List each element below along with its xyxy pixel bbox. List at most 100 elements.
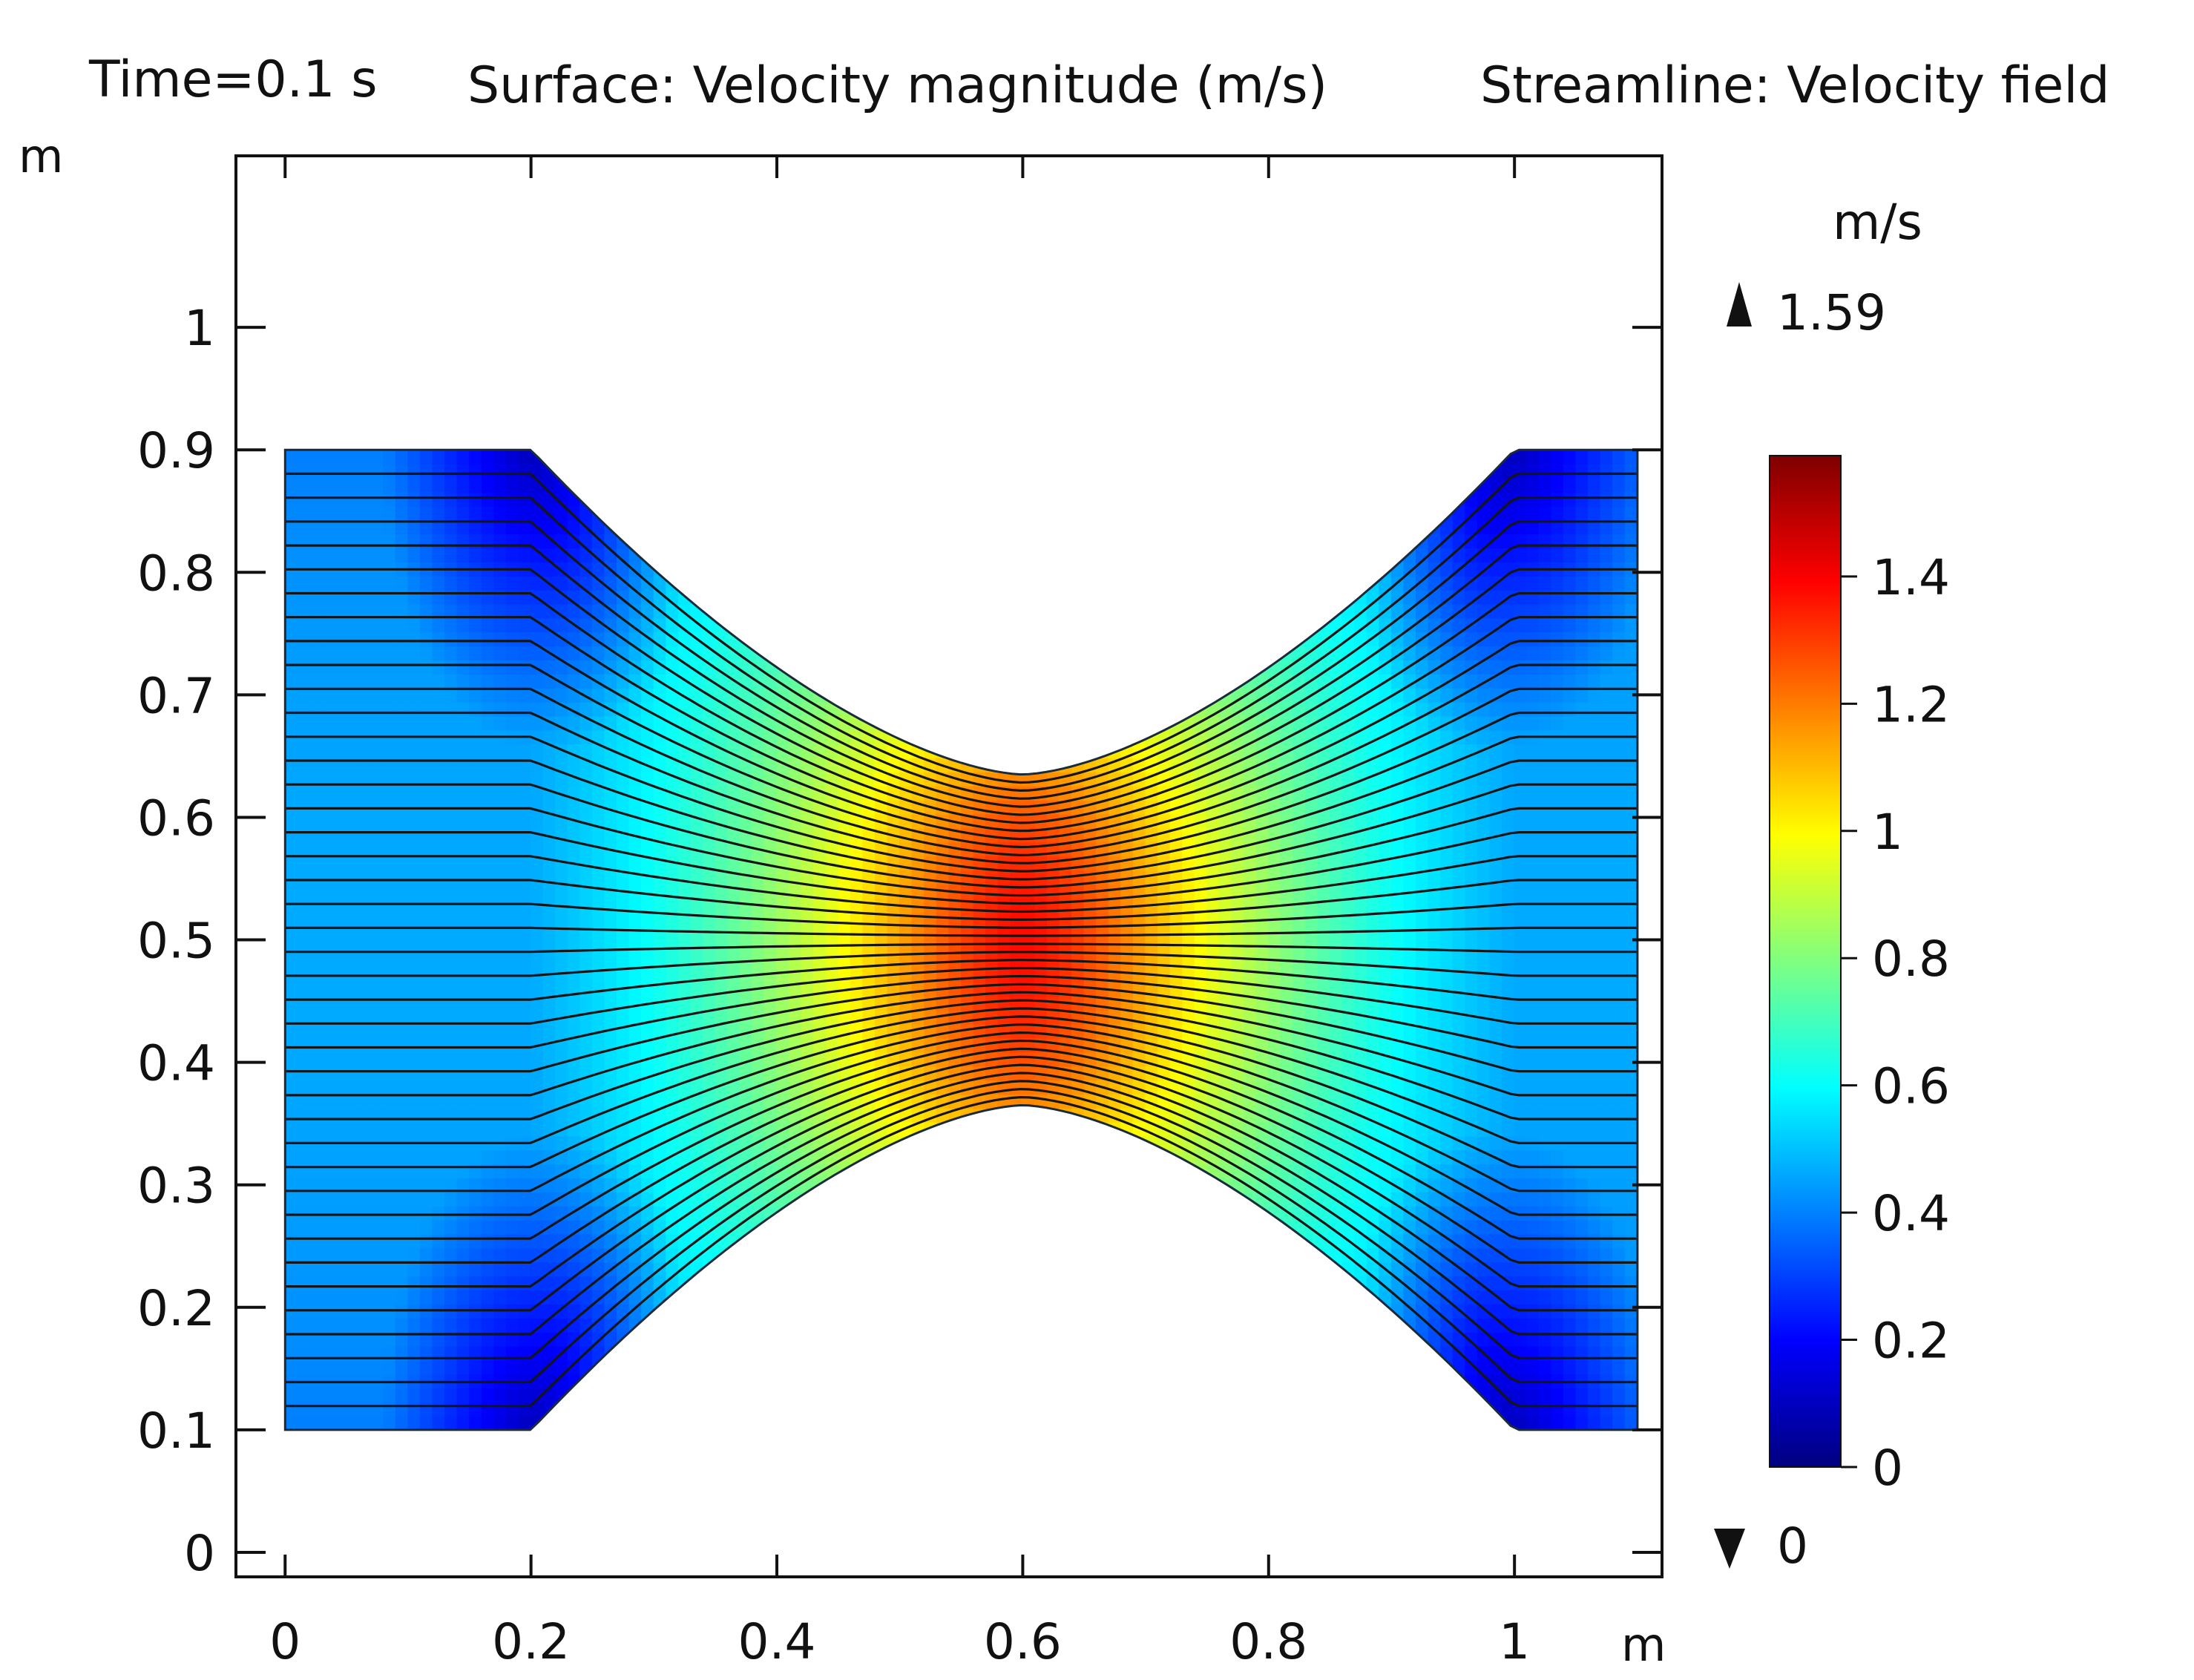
surface-cell (727, 743, 741, 759)
surface-cell (419, 715, 433, 731)
surface-cell (567, 1233, 581, 1249)
surface-cell (334, 715, 347, 731)
surface-cell (469, 1121, 483, 1137)
surface-cell (1354, 813, 1368, 829)
surface-cell (1514, 869, 1528, 885)
surface-cell (1514, 883, 1528, 899)
surface-cell (617, 1065, 630, 1081)
surface-cell (1218, 953, 1232, 969)
surface-cell (1341, 995, 1356, 1011)
surface-cell (591, 1135, 605, 1151)
surface-cell (1317, 729, 1331, 745)
surface-cell (555, 1247, 569, 1263)
surface-cell (1034, 799, 1048, 815)
surface-cell (518, 1121, 532, 1137)
surface-cell (370, 981, 384, 997)
surface-cell (432, 715, 446, 731)
surface-cell (321, 827, 335, 843)
surface-cell (444, 855, 459, 870)
surface-cell (297, 1149, 311, 1165)
surface-cell (395, 463, 409, 479)
surface-cell (346, 547, 360, 562)
surface-cell (407, 1317, 421, 1333)
surface-cell (370, 701, 384, 717)
surface-cell (1182, 967, 1196, 982)
surface-cell (493, 1051, 508, 1067)
surface-cell (334, 1065, 347, 1081)
surface-cell (444, 450, 459, 465)
surface-cell (285, 505, 298, 521)
surface-cell (617, 1303, 630, 1319)
surface-cell (469, 687, 483, 703)
surface-cell (285, 1205, 298, 1221)
surface-cell (1465, 995, 1479, 1011)
surface-cell (358, 1177, 372, 1192)
surface-cell (789, 1051, 802, 1067)
surface-cell (370, 1009, 384, 1025)
surface-cell (1206, 911, 1221, 927)
surface-cell (432, 603, 446, 619)
surface-cell (358, 1387, 372, 1402)
surface-cell (419, 519, 433, 535)
surface-cell (617, 673, 630, 689)
surface-cell (604, 729, 618, 745)
surface-cell (395, 1079, 409, 1095)
surface-cell (432, 841, 446, 857)
surface-cell (407, 673, 421, 689)
surface-cell (801, 1009, 815, 1025)
surface-cell (444, 491, 459, 507)
surface-cell (346, 1261, 360, 1277)
surface-cell (383, 575, 397, 591)
surface-cell (703, 659, 716, 675)
surface-cell (1194, 1037, 1208, 1053)
surface-cell (285, 1401, 298, 1417)
surface-cell (542, 1261, 556, 1277)
surface-cell (1428, 1051, 1442, 1067)
surface-cell (531, 1261, 545, 1277)
surface-cell (309, 869, 323, 885)
surface-cell (444, 995, 459, 1011)
surface-cell (1366, 827, 1380, 843)
surface-cell (481, 911, 495, 927)
surface-cell (604, 575, 618, 591)
surface-cell (579, 1079, 594, 1095)
surface-cell (321, 603, 335, 619)
surface-cell (395, 1247, 409, 1263)
surface-cell (297, 869, 311, 885)
surface-cell (505, 1247, 519, 1263)
surface-cell (297, 1401, 311, 1417)
surface-cell (419, 827, 433, 843)
surface-cell (309, 505, 323, 521)
surface-cell (1428, 911, 1442, 927)
surface-cell (763, 743, 778, 759)
surface-cell (677, 715, 692, 731)
surface-cell (604, 1317, 618, 1333)
surface-cell (334, 1233, 347, 1249)
surface-cell (321, 771, 335, 787)
surface-cell (493, 1149, 508, 1165)
surface-cell (407, 799, 421, 815)
surface-cell (1366, 1247, 1380, 1263)
surface-cell (1489, 1023, 1503, 1039)
surface-cell (518, 785, 532, 801)
surface-cell (493, 1163, 508, 1179)
surface-cell (813, 869, 827, 885)
surface-cell (407, 1219, 421, 1235)
surface-cell (419, 813, 433, 829)
surface-cell (346, 813, 360, 829)
surface-cell (493, 1275, 508, 1291)
surface-cell (1244, 701, 1258, 717)
surface-cell (1465, 757, 1479, 772)
surface-cell (924, 911, 938, 927)
surface-cell (456, 603, 470, 619)
surface-cell (297, 1317, 311, 1333)
surface-cell (432, 785, 446, 801)
surface-cell (825, 1107, 839, 1123)
surface-cell (1034, 897, 1048, 913)
surface-cell (1206, 939, 1221, 955)
surface-cell (407, 925, 421, 941)
surface-cell (1010, 995, 1024, 1011)
surface-cell (703, 1219, 716, 1235)
surface-cell (334, 1401, 347, 1417)
surface-cell (1268, 1191, 1282, 1207)
